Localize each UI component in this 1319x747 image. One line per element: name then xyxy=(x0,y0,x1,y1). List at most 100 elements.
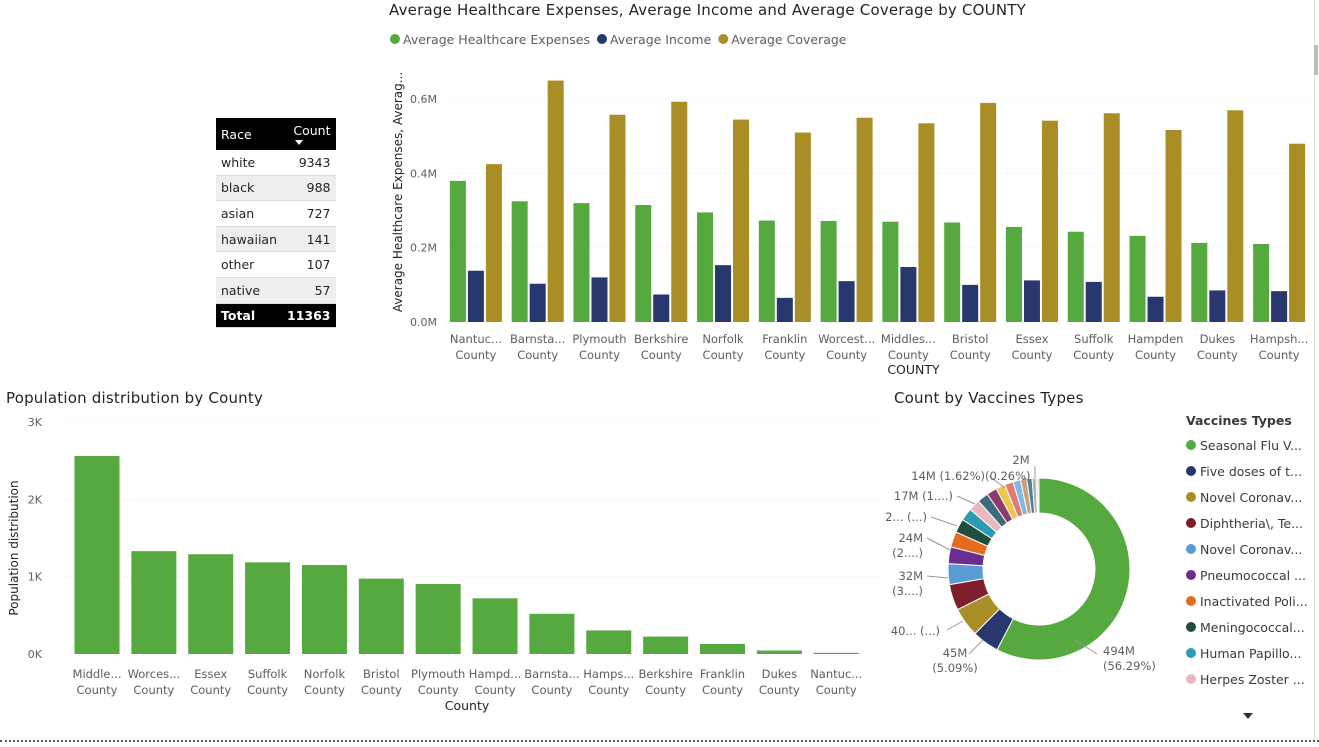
legend-item-label: Diphtheria\, Te... xyxy=(1200,515,1304,531)
column-header-count-label: Count xyxy=(293,123,331,138)
legend-item[interactable]: Pneumococcal ... xyxy=(1186,562,1311,588)
pop-chart-title: Population distribution by County xyxy=(6,389,264,407)
bar-average-income xyxy=(1271,291,1288,322)
healthcare-income-coverage-chart: Average Healthcare Expenses Average Incom… xyxy=(390,32,1310,377)
total-value: 11363 xyxy=(282,303,336,328)
x-tick-label: County xyxy=(950,348,991,362)
bar-average-coverage xyxy=(1041,120,1058,322)
column-header-count[interactable]: Count xyxy=(282,118,336,150)
x-tick-label: County xyxy=(475,683,516,697)
x-tick-label: County xyxy=(133,683,174,697)
y-axis-label: Population distribution xyxy=(7,480,21,615)
bar-population xyxy=(301,565,347,654)
bar-population xyxy=(529,613,575,654)
table-row[interactable]: other 107 xyxy=(216,251,336,278)
x-tick-label: County xyxy=(759,683,800,697)
legend-item[interactable]: Five doses of t... xyxy=(1186,458,1311,484)
slice-data-label: 2... (...) xyxy=(885,510,927,524)
leader-line xyxy=(926,537,951,551)
x-tick-label: County xyxy=(579,348,620,362)
x-tick-label: County xyxy=(304,683,345,697)
scrollbar-thumb[interactable] xyxy=(1314,45,1318,75)
bar-average-coverage xyxy=(485,164,502,322)
x-tick-label: Dukes xyxy=(762,667,797,681)
legend-item[interactable]: Human Papillo... xyxy=(1186,640,1311,666)
legend-dot-icon xyxy=(1186,622,1196,632)
x-tick-label: Hampden xyxy=(1128,332,1184,346)
y-tick-label: 2K xyxy=(28,493,43,506)
leader-line xyxy=(930,516,958,527)
bar-average-coverage xyxy=(856,117,873,322)
vaccines-donut-chart: 494M(56.29%) 45M(5.09%) 40... (...) 32M(3..… xyxy=(885,453,1156,675)
legend-marker-1 xyxy=(596,34,607,44)
slice-data-label: (56.29%) xyxy=(1103,659,1156,673)
legend-item[interactable]: Herpes Zoster ... xyxy=(1186,666,1311,692)
x-tick-label: Middles... xyxy=(881,332,936,346)
donut-slice xyxy=(996,477,1131,661)
count-cell: 57 xyxy=(282,277,336,304)
x-tick-label: County xyxy=(703,348,744,362)
legend-item-label: Five doses of t... xyxy=(1200,463,1302,479)
x-tick-label: County xyxy=(1197,348,1238,362)
legend-marker-0 xyxy=(390,34,400,44)
legend-item-label: Novel Coronav... xyxy=(1200,489,1303,505)
x-tick-label: Norfolk xyxy=(702,332,744,346)
x-tick-label: County xyxy=(517,348,558,362)
legend-item[interactable]: Meningococcal... xyxy=(1186,614,1311,640)
legend-item[interactable]: Diphtheria\, Te... xyxy=(1186,510,1311,536)
bar-average-coverage xyxy=(671,101,688,322)
legend-item-label: Novel Coronav... xyxy=(1200,541,1303,557)
race-count-table: Race Count white 9343 black 988 asian 727 h… xyxy=(216,118,336,328)
legend-item[interactable]: Novel Coronav... xyxy=(1186,484,1311,510)
x-tick-label: Barnsta... xyxy=(524,667,579,681)
legend-item[interactable]: Inactivated Poli... xyxy=(1186,588,1311,614)
bar-average-healthcare-expenses xyxy=(1067,231,1084,322)
table-row[interactable]: white 9343 xyxy=(216,150,336,176)
slice-data-label: 494M xyxy=(1103,644,1135,658)
legend-item-label: Inactivated Poli... xyxy=(1200,593,1308,609)
bar-average-income xyxy=(776,297,793,322)
scrollbar-track[interactable] xyxy=(1314,0,1315,740)
y-tick-label: 0.0M xyxy=(410,316,437,329)
legend-item-label: Herpes Zoster ... xyxy=(1200,671,1305,687)
column-header-race[interactable]: Race xyxy=(216,118,282,150)
table-row[interactable]: black 988 xyxy=(216,175,336,202)
table-row[interactable]: asian 727 xyxy=(216,200,336,227)
legend-scroll-down-icon[interactable] xyxy=(1243,713,1253,719)
bar-average-coverage xyxy=(1289,143,1306,322)
legend-item-label: Seasonal Flu V... xyxy=(1200,437,1302,453)
slice-data-label: 45M xyxy=(943,646,968,660)
y-tick-label: 0.6M xyxy=(410,93,437,106)
slice-data-label: 14M (1.62%) xyxy=(911,469,985,483)
bar-average-coverage xyxy=(980,102,997,322)
table-row[interactable]: native 57 xyxy=(216,277,336,304)
leader-line xyxy=(926,575,949,579)
bar-average-income xyxy=(1147,296,1164,322)
bar-average-income xyxy=(591,277,608,322)
x-tick-label: Franklin xyxy=(762,332,807,346)
x-tick-label: Franklin xyxy=(700,667,745,681)
bar-average-healthcare-expenses xyxy=(1005,226,1022,322)
bar-average-coverage xyxy=(1165,129,1182,322)
table-row[interactable]: hawaiian 141 xyxy=(216,226,336,253)
count-cell: 107 xyxy=(282,251,336,278)
bar-population xyxy=(245,562,291,654)
x-tick-label: County xyxy=(1073,348,1114,362)
sort-descending-icon xyxy=(295,140,303,145)
x-tick-label: County xyxy=(645,683,686,697)
x-tick-label: Bristol xyxy=(952,332,989,346)
bar-average-income xyxy=(900,267,917,322)
legend-item-label: Pneumococcal ... xyxy=(1200,567,1306,583)
bar-average-income xyxy=(715,265,732,322)
legend-item[interactable]: Seasonal Flu V... xyxy=(1186,432,1311,458)
y-tick-label: 3K xyxy=(28,416,43,429)
x-tick-label: Berkshire xyxy=(634,332,688,346)
legend-item[interactable]: Novel Coronav... xyxy=(1186,536,1311,562)
bar-average-healthcare-expenses xyxy=(697,212,714,322)
population-by-county-chart: 0K 1K 2K 3K Population distribution Middle...… xyxy=(7,416,880,713)
x-tick-label: Middle... xyxy=(73,667,122,681)
bar-average-healthcare-expenses xyxy=(573,203,590,322)
bar-average-coverage xyxy=(1227,110,1244,323)
bar-average-coverage xyxy=(547,80,564,322)
leader-line xyxy=(946,620,964,631)
